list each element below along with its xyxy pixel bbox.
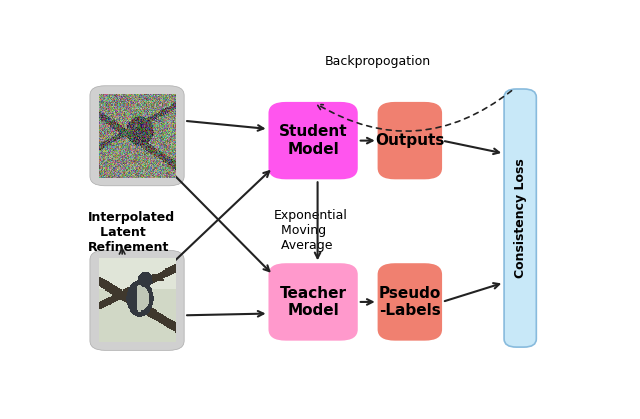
- Text: Teacher
Model: Teacher Model: [280, 286, 347, 318]
- FancyBboxPatch shape: [269, 263, 358, 341]
- FancyBboxPatch shape: [269, 102, 358, 179]
- Text: Pseudo
-Labels: Pseudo -Labels: [379, 286, 441, 318]
- Text: Student
Model: Student Model: [279, 124, 348, 157]
- FancyBboxPatch shape: [378, 102, 442, 179]
- FancyBboxPatch shape: [90, 250, 184, 350]
- FancyBboxPatch shape: [378, 263, 442, 341]
- Text: Outputs: Outputs: [375, 133, 445, 148]
- Text: Consistency Loss: Consistency Loss: [514, 158, 527, 278]
- FancyBboxPatch shape: [504, 89, 536, 347]
- Text: Exponential
  Moving
  Average: Exponential Moving Average: [273, 210, 348, 253]
- Text: Backpropogation: Backpropogation: [324, 55, 431, 68]
- Text: Interpolated
   Latent
Refinement: Interpolated Latent Refinement: [88, 211, 175, 254]
- FancyBboxPatch shape: [90, 86, 184, 186]
